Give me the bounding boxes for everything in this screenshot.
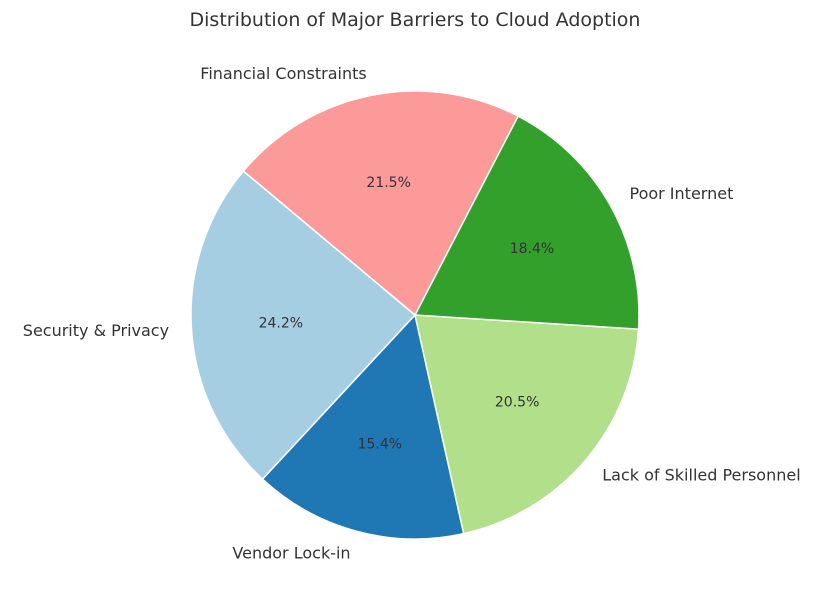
percent-label-financial-constraints: 21.5% [366,175,410,191]
category-labels: Security & Privacy Vendor Lock-in Lack of … [23,64,801,562]
percent-label-poor-internet: 18.4% [510,241,554,257]
percent-label-lack-of-skilled-personnel: 20.5% [495,394,539,410]
pie-slice-lack-of-skilled-personnel [414,314,640,535]
percent-label-security-and-privacy: 24.2% [259,315,303,331]
category-label-security-and-privacy: Security & Privacy [23,321,169,340]
pie-slice-security-and-privacy [190,169,417,481]
percent-label-vendor-lock-in: 15.4% [358,437,402,453]
pie-slice-poor-internet [413,115,640,331]
category-label-financial-constraints: Financial Constraints [200,64,366,83]
chart-title: Distribution of Major Barriers to Cloud … [190,9,641,31]
percent-labels: 24.2% 15.4% 20.5% 18.4% 21.5% [259,175,555,453]
category-label-vendor-lock-in: Vendor Lock-in [232,543,350,562]
pie-slice-vendor-lock-in [261,313,465,540]
category-label-lack-of-skilled-personnel: Lack of Skilled Personnel [602,466,800,485]
pie-slices [190,90,640,540]
pie-slice-financial-constraints [242,90,520,317]
category-label-poor-internet: Poor Internet [629,184,733,203]
